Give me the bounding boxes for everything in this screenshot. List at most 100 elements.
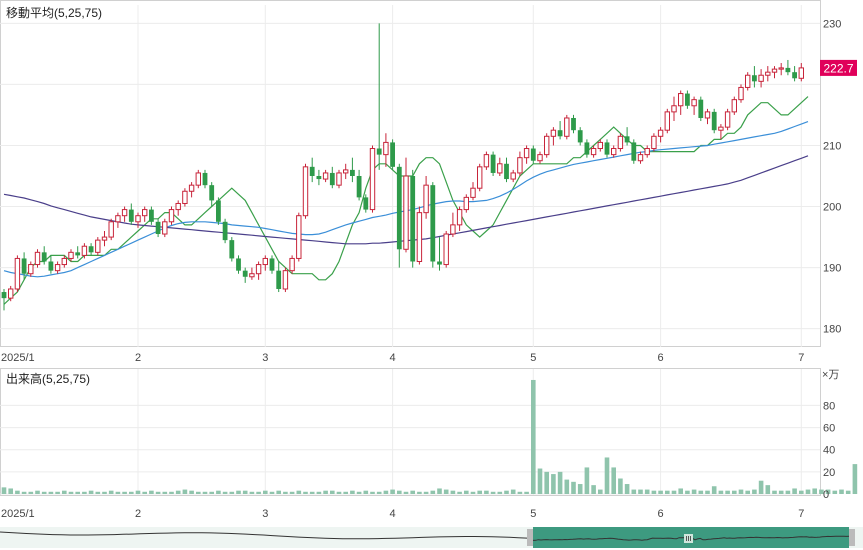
volume-bar: [356, 491, 362, 494]
candle: [631, 139, 637, 164]
volume-bar: [410, 490, 415, 494]
candle: [771, 66, 778, 79]
volume-bar: [296, 490, 302, 494]
volume-bar: [564, 479, 570, 494]
x-month-label-volume: 7: [798, 508, 804, 520]
volume-bar: [805, 489, 811, 494]
volume-bar: [376, 491, 382, 494]
volume-bar: [169, 491, 174, 494]
candle: [276, 261, 282, 293]
candle: [336, 169, 342, 189]
candle: [765, 66, 771, 82]
volume-bar: [55, 491, 60, 494]
candle: [490, 151, 496, 176]
candle: [108, 218, 114, 241]
volume-bar: [202, 491, 208, 494]
candle: [209, 182, 215, 207]
volume-bar: [531, 379, 536, 494]
candle: [637, 151, 644, 164]
x-label-start-volume: 2025/1: [1, 508, 35, 520]
candle: [510, 169, 516, 183]
candle: [350, 157, 355, 183]
volume-bar: [510, 489, 516, 494]
volume-bar: [62, 490, 67, 494]
x-month-label-volume: 6: [658, 508, 664, 520]
candle: [604, 139, 610, 158]
volume-bar: [403, 491, 409, 494]
volume-bar: [537, 468, 543, 494]
candle: [437, 237, 442, 271]
volume-bar: [758, 480, 764, 494]
candle: [48, 255, 54, 274]
candle: [704, 108, 711, 125]
volume-bar: [28, 491, 34, 494]
volume-bar: [638, 489, 643, 494]
volume-bar: [1, 487, 7, 494]
volume-bar: [852, 464, 858, 494]
candle: [564, 114, 570, 140]
volume-bar: [102, 491, 107, 494]
volume-bar: [457, 491, 462, 494]
volume-bar: [88, 490, 94, 494]
candle: [577, 127, 583, 146]
volume-bar: [497, 491, 503, 494]
candle: [41, 246, 47, 265]
navigator-right-handle[interactable]: [849, 529, 855, 546]
volume-bar: [423, 491, 429, 494]
volume-bar: [397, 490, 402, 494]
volume-bar: [196, 491, 201, 494]
candle: [376, 23, 382, 170]
volume-bar: [738, 489, 744, 494]
volume-bar: [698, 490, 704, 494]
volume-bar: [524, 491, 529, 494]
volume-bar: [611, 467, 616, 494]
candle: [738, 84, 744, 103]
candle: [121, 206, 128, 222]
candle: [343, 163, 349, 180]
candle: [282, 267, 289, 293]
candle: [463, 194, 470, 213]
volume-bar: [785, 490, 791, 494]
volume-bar: [122, 491, 127, 494]
volume-bar: [242, 490, 248, 494]
volume-panel-frame: [0, 368, 821, 496]
volume-bar: [41, 491, 47, 494]
candle: [363, 194, 369, 213]
volume-bar: [68, 491, 74, 494]
range-navigator[interactable]: [0, 527, 863, 548]
candle: [149, 206, 154, 225]
candle: [28, 261, 34, 277]
volume-bar: [82, 491, 87, 494]
navigator-left-handle[interactable]: [527, 529, 533, 546]
volume-bar: [162, 491, 168, 494]
volume-bar: [21, 491, 27, 494]
volume-bar: [691, 489, 697, 494]
volume-bar: [718, 490, 724, 494]
candle: [356, 169, 362, 201]
candle: [537, 151, 543, 164]
volume-bar: [350, 490, 355, 494]
candle: [416, 206, 423, 265]
volume-bar: [135, 490, 141, 494]
price-x-axis: 2025/1 2 3 4 5 6 7: [1, 352, 804, 364]
volume-bar: [470, 491, 476, 494]
price-grid: [0, 5, 820, 347]
volume-bar: [772, 490, 777, 494]
volume-bar: [544, 471, 549, 494]
volume-bar: [15, 490, 20, 494]
candle: [155, 218, 161, 238]
candle: [798, 63, 804, 82]
volume-bar: [665, 490, 670, 494]
volume-bar: [845, 490, 851, 494]
candle: [390, 139, 395, 170]
volume-bar: [685, 490, 690, 494]
candle: [34, 249, 41, 268]
navigator-grip-icon[interactable]: [684, 534, 693, 543]
candle: [497, 157, 503, 176]
candle: [403, 157, 409, 253]
candle: [142, 206, 148, 222]
x-month-label: 6: [658, 352, 664, 364]
candle: [517, 151, 523, 176]
candle: [530, 145, 536, 164]
volume-bar: [591, 485, 596, 494]
